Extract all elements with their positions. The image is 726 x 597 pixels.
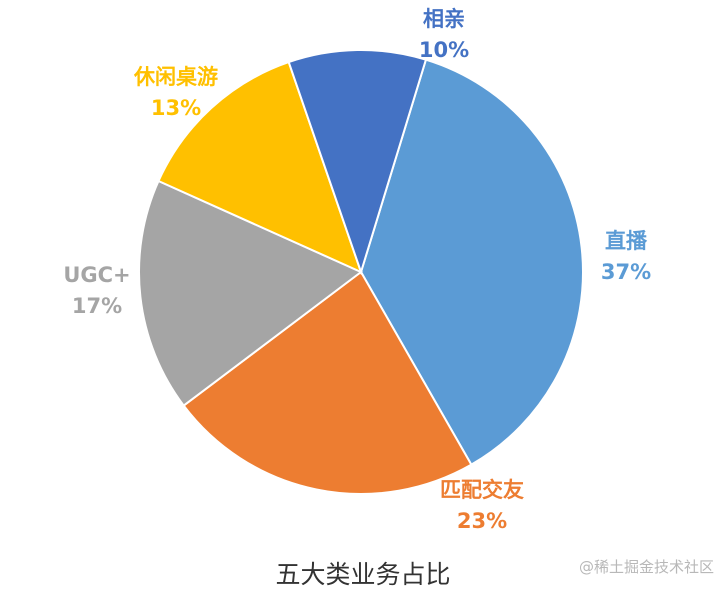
slice-name-label-0: 直播: [605, 229, 648, 253]
watermark: @稀土掘金技术社区: [578, 558, 714, 576]
slice-value-label-3: 13%: [151, 96, 201, 120]
slice-name-label-2: UGC+: [63, 263, 130, 287]
slice-value-label-0: 37%: [601, 260, 651, 284]
pie-slice-0: [359, 58, 584, 467]
slice-name-label-1: 匹配交友: [440, 478, 524, 502]
pie-slice-1: [182, 270, 473, 495]
pie-slice-3: [157, 60, 363, 274]
chart-title: 五大类业务占比: [275, 560, 451, 589]
pie-slice-2: [138, 179, 363, 408]
pie-slice-4: [287, 49, 428, 276]
slice-name-label-4: 相亲: [423, 7, 465, 31]
slice-value-label-4: 10%: [419, 38, 469, 62]
slice-name-label-3: 休闲桌游: [133, 65, 218, 89]
slice-value-label-2: 17%: [72, 294, 122, 318]
slice-value-label-1: 23%: [457, 509, 507, 533]
